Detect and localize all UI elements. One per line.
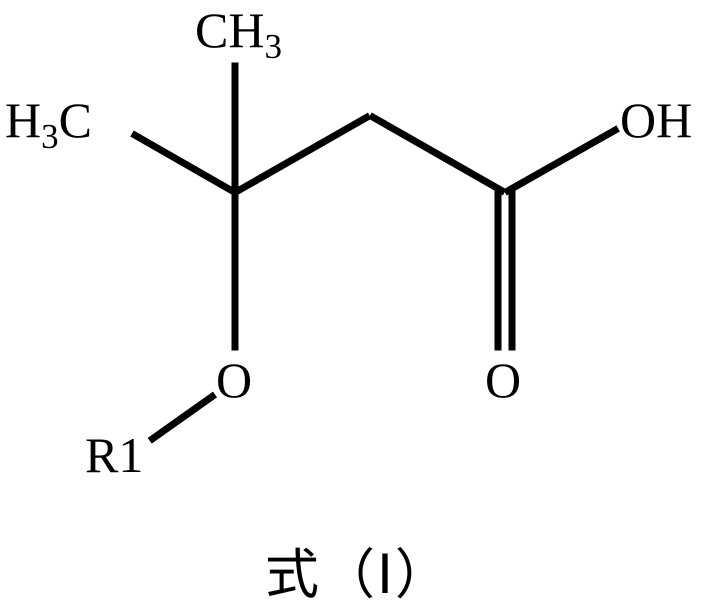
bond-c-to-ch3 bbox=[232, 62, 239, 192]
bond-ch2-to-cooh bbox=[368, 112, 506, 195]
atom-o-r1: O bbox=[216, 355, 252, 405]
atom-ch3-top: CH3 bbox=[195, 5, 282, 55]
atom-oh-right: OH bbox=[620, 95, 692, 145]
atom-o-double: O bbox=[485, 355, 521, 405]
atom-r1: R1 bbox=[85, 430, 143, 480]
atom-h3c-left: H3C bbox=[5, 95, 92, 145]
bond-o-to-r1 bbox=[148, 391, 217, 443]
bond-cooh-to-oh bbox=[503, 125, 619, 195]
chemical-structure-canvas: H3C CH3 OH O O R1 式（Ⅰ） bbox=[0, 0, 721, 613]
bond-cooh-to-o-a bbox=[495, 189, 502, 350]
bond-c-to-o-r1 bbox=[232, 192, 239, 350]
bond-cooh-to-o-b bbox=[509, 189, 516, 350]
formula-caption: 式（Ⅰ） bbox=[265, 530, 451, 609]
bond-c-to-ch2 bbox=[233, 112, 371, 195]
bond-h3c-to-c bbox=[130, 130, 236, 195]
